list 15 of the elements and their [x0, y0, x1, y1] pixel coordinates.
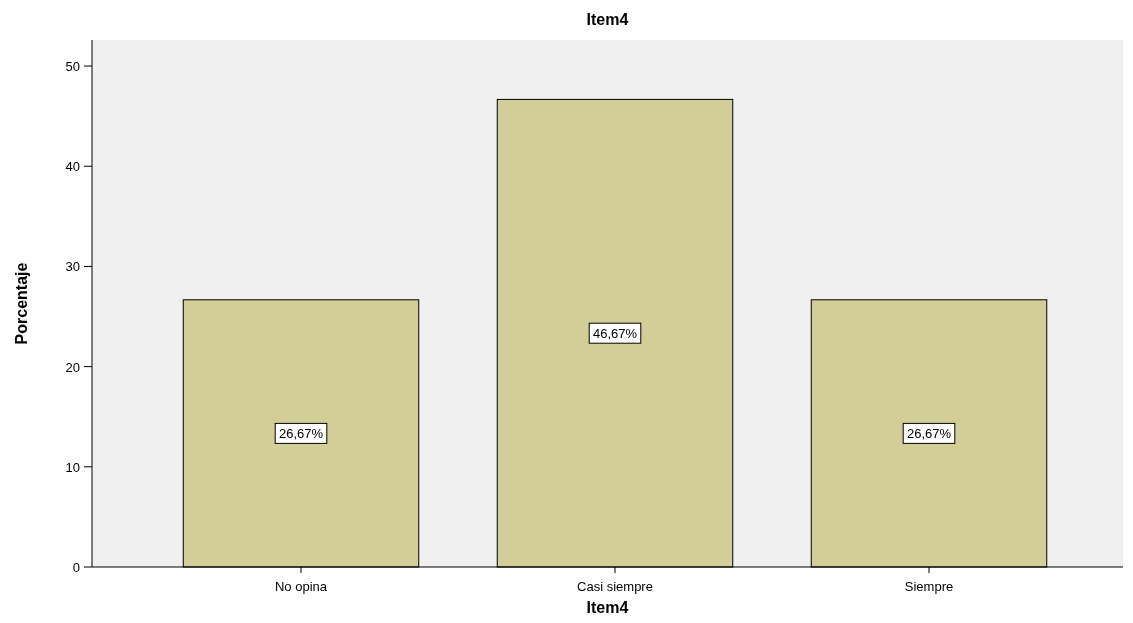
data-label: 46,67% [592, 326, 638, 342]
x-tick-label: Casi siempre [577, 579, 653, 594]
data-label: 26,67% [906, 426, 952, 442]
y-tick-label: 50 [65, 59, 80, 75]
y-tick-label: 0 [72, 560, 80, 575]
chart-title: Item4 [586, 11, 629, 28]
y-axis-title: Porcentaje [13, 262, 30, 345]
y-tick-label: 30 [65, 259, 80, 275]
x-tick-label: No opina [274, 579, 328, 594]
y-tick-label: 10 [65, 459, 80, 475]
y-tick-label: 20 [65, 359, 80, 375]
x-axis-title: Item4 [586, 599, 629, 616]
x-tick-label: Siempre [904, 579, 954, 594]
y-tick-label: 40 [65, 159, 80, 175]
data-label: 26,67% [278, 426, 324, 442]
